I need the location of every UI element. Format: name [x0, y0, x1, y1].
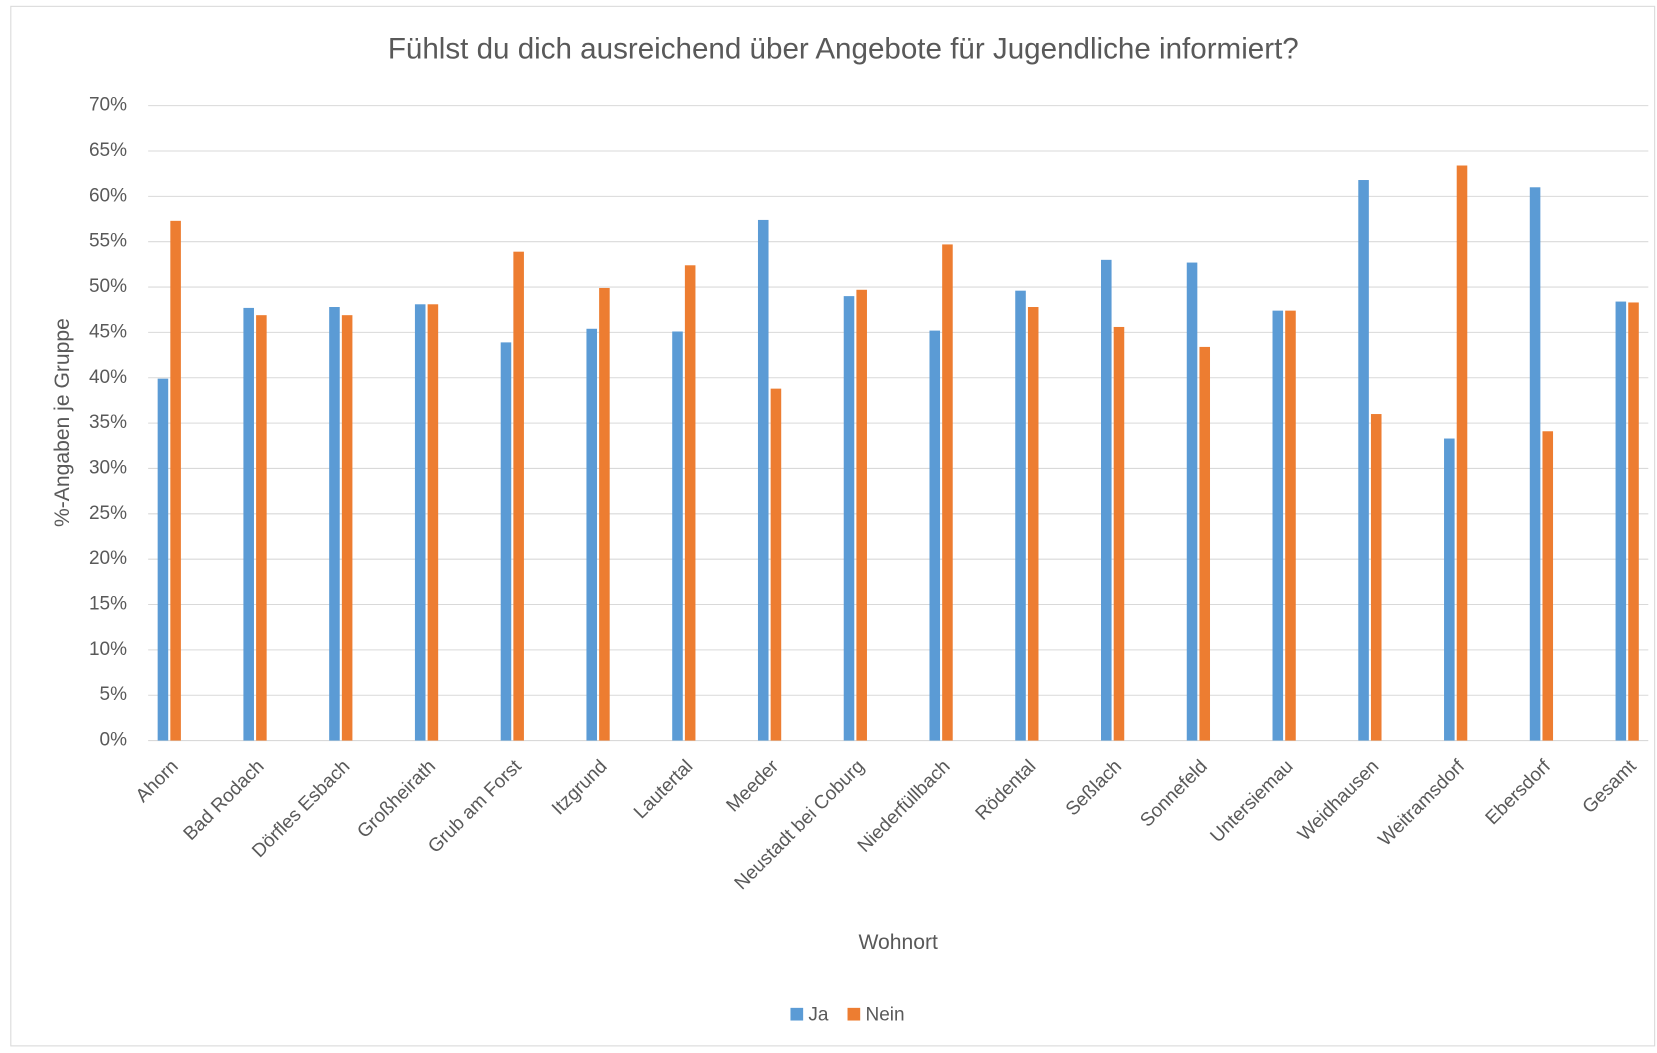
bar — [243, 307, 254, 741]
bar — [586, 328, 598, 741]
bar — [1113, 326, 1125, 741]
y-tick-label: 0% — [100, 730, 128, 751]
x-axis-label: Wohnort — [859, 931, 939, 954]
legend-label: Ja — [808, 1004, 829, 1025]
bar — [1027, 307, 1039, 741]
bar — [1285, 310, 1296, 741]
bar — [427, 304, 439, 741]
bar — [684, 265, 696, 741]
bar — [929, 330, 941, 741]
y-tick-label: 50% — [89, 276, 127, 297]
bar — [329, 307, 340, 741]
bar — [770, 388, 782, 741]
bar — [843, 296, 855, 741]
chart-title: Fühlst du dich ausreichend über Angebote… — [388, 33, 1299, 66]
bar — [1444, 438, 1455, 741]
y-tick-label: 35% — [89, 412, 127, 433]
bar — [942, 244, 953, 741]
bar — [599, 287, 610, 741]
legend-swatch — [790, 1007, 804, 1021]
bar — [157, 378, 169, 741]
y-tick-label: 20% — [89, 548, 127, 569]
bar — [856, 289, 867, 741]
y-tick-label: 15% — [89, 594, 127, 615]
y-tick-label: 65% — [89, 140, 127, 161]
bar — [1199, 346, 1211, 741]
y-tick-label: 55% — [89, 231, 127, 252]
y-tick-label: 60% — [89, 185, 127, 206]
y-tick-label: 70% — [89, 95, 127, 116]
y-tick-label: 40% — [89, 367, 127, 388]
y-axis-label: %-Angaben je Gruppe — [51, 318, 74, 527]
y-tick-label: 45% — [89, 321, 127, 342]
y-tick-label: 25% — [89, 503, 127, 524]
legend-swatch — [847, 1007, 861, 1021]
y-tick-label: 10% — [89, 639, 127, 660]
bar — [1370, 414, 1382, 741]
bar — [414, 304, 426, 741]
y-tick-label: 5% — [100, 684, 128, 705]
bar — [1542, 431, 1554, 741]
bar — [1456, 165, 1468, 741]
bar — [672, 331, 683, 741]
bar — [1186, 262, 1198, 741]
bar — [1529, 187, 1541, 741]
bar — [500, 342, 512, 741]
bar — [1101, 259, 1112, 741]
bar — [256, 315, 267, 741]
bar — [513, 251, 524, 741]
bar — [1015, 290, 1026, 741]
bar — [341, 315, 353, 741]
bar — [1272, 310, 1284, 741]
bar — [757, 219, 769, 741]
bar — [170, 220, 181, 741]
bar — [1358, 180, 1369, 741]
legend-label: Nein — [865, 1004, 904, 1025]
y-tick-label: 30% — [89, 457, 127, 478]
bar — [1628, 302, 1639, 741]
bar — [1615, 301, 1627, 741]
